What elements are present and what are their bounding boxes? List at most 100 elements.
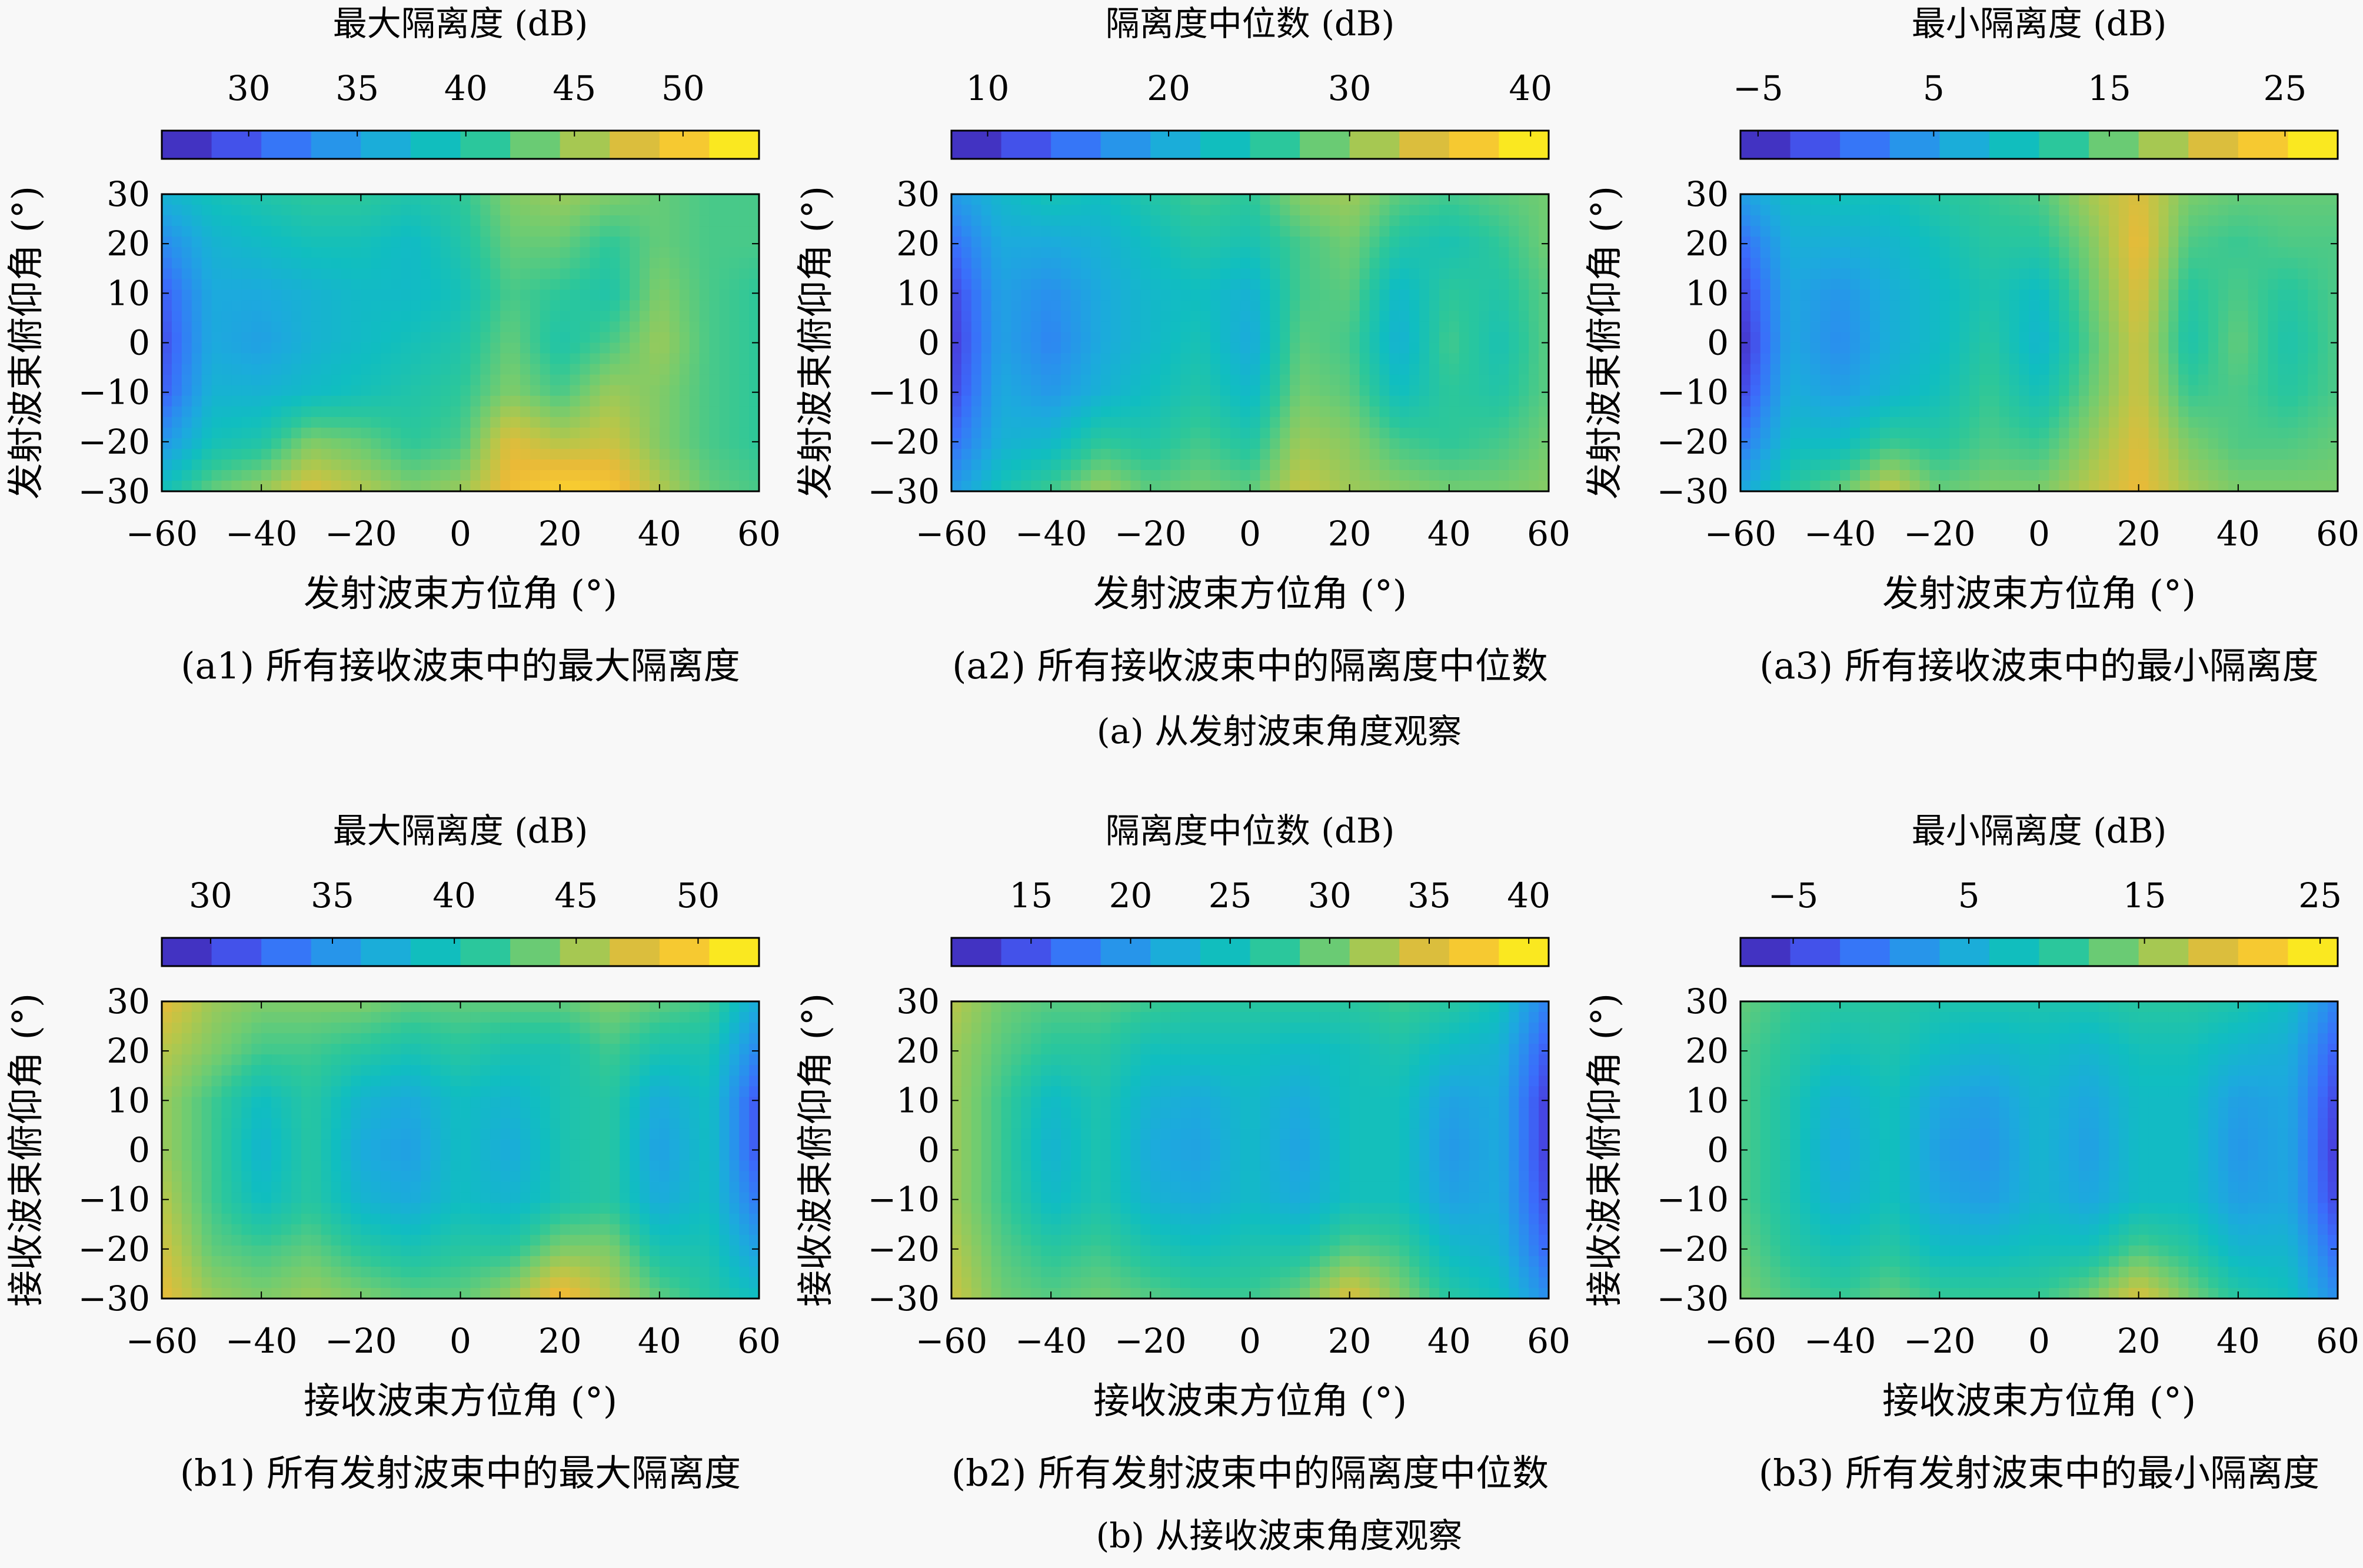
heatmap-cell [1130,268,1141,279]
heatmap-cell [311,205,322,216]
heatmap-cell [500,194,511,205]
heatmap-cell [381,438,391,450]
heatmap-cell [181,289,192,301]
heatmap-cell [709,194,720,205]
heatmap-cell [430,364,441,375]
heatmap-cell [540,268,551,279]
heatmap-cell [560,300,571,312]
heatmap-cell [2099,194,2109,205]
heatmap-cell [659,215,670,227]
heatmap-cell [1290,321,1300,333]
heatmap-cell [1830,374,1841,386]
heatmap-cell [669,480,680,492]
heatmap-cell [1439,364,1450,375]
heatmap-cell [1359,289,1370,301]
heatmap-cell [991,268,1002,279]
heatmap-cell [1051,448,1061,460]
heatmap-cell [600,247,610,258]
heatmap-cell [540,226,551,237]
heatmap-cell [1051,205,1061,216]
heatmap-cell [1820,226,1831,237]
heatmap-cell [420,364,431,375]
heatmap-cell [570,342,581,354]
heatmap-cell [1780,385,1791,397]
heatmap-cell [1031,226,1041,237]
heatmap-cell [1280,395,1290,407]
heatmap-cell [2079,268,2089,279]
heatmap-cell [729,268,740,279]
heatmap-cell [1919,215,1931,227]
heatmap-cell [162,300,172,312]
heatmap-cell [570,311,581,322]
heatmap-cell [2238,194,2249,205]
heatmap-cell [1300,406,1310,418]
heatmap-cell [1429,480,1440,492]
heatmap-cell [570,332,581,344]
heatmap-cell [1011,205,1022,216]
heatmap-cell [291,289,302,301]
heatmap-cell [500,311,511,322]
heatmap-cell [540,237,551,248]
heatmap-cell [669,237,680,248]
heatmap-cell [1051,226,1061,237]
heatmap-cell [351,374,362,386]
heatmap-cell [2089,289,2099,301]
heatmap-cell [1399,417,1410,428]
heatmap-cell [719,470,730,481]
heatmap-cell [1969,194,1980,205]
heatmap-cell [1860,374,1871,386]
heatmap-cell [1519,427,1529,439]
heatmap-cell [2208,374,2219,386]
heatmap-cell [1989,385,2000,397]
heatmap-cell [1449,332,1460,344]
heatmap-cell [560,374,571,386]
heatmap-cell [401,342,411,354]
heatmap-cell [500,385,511,397]
heatmap-cell [1190,247,1201,258]
heatmap-cell [460,385,471,397]
heatmap-cell [2278,332,2289,344]
heatmap-cell [2298,438,2308,450]
heatmap-cell [1110,427,1121,439]
heatmap-cell [2208,353,2219,365]
heatmap-cell [351,353,362,365]
heatmap-cell [2089,332,2099,344]
heatmap-cell [689,289,700,301]
heatmap-cell [231,205,242,216]
heatmap-cell [460,427,471,439]
heatmap-cell [719,480,730,492]
heatmap-cell [420,332,431,344]
heatmap-cell [590,247,601,258]
heatmap-cell [410,364,421,375]
heatmap-cell [2248,289,2259,301]
heatmap-cell [1419,448,1430,460]
heatmap-cell [2238,353,2249,365]
heatmap-cell [1230,406,1241,418]
heatmap-cell [520,374,531,386]
heatmap-cell [2108,247,2119,258]
heatmap-cell [1130,353,1141,365]
heatmap-cell [2069,289,2079,301]
heatmap-cell [1949,353,1960,365]
heatmap-cell [1989,353,2000,365]
heatmap-cell [540,258,551,269]
heatmap-cell [2288,321,2299,333]
heatmap-cell [1270,194,1280,205]
heatmap-cell [1529,237,1539,248]
heatmap-cell [1810,205,1821,216]
heatmap-cell [1429,258,1440,269]
heatmap-cell [2298,205,2308,216]
heatmap-cell [191,395,202,407]
heatmap-cell [2278,311,2289,322]
heatmap-cell [1051,342,1061,354]
heatmap-cell [1459,194,1470,205]
heatmap-cell [1850,321,1861,333]
heatmap-cell [1200,279,1211,291]
heatmap-cell [679,417,690,428]
heatmap-cell [679,406,690,418]
heatmap-cell [510,470,521,481]
heatmap-cell [321,417,332,428]
heatmap-cell [610,237,620,248]
heatmap-cell [2108,268,2119,279]
heatmap-cell [1270,332,1280,344]
